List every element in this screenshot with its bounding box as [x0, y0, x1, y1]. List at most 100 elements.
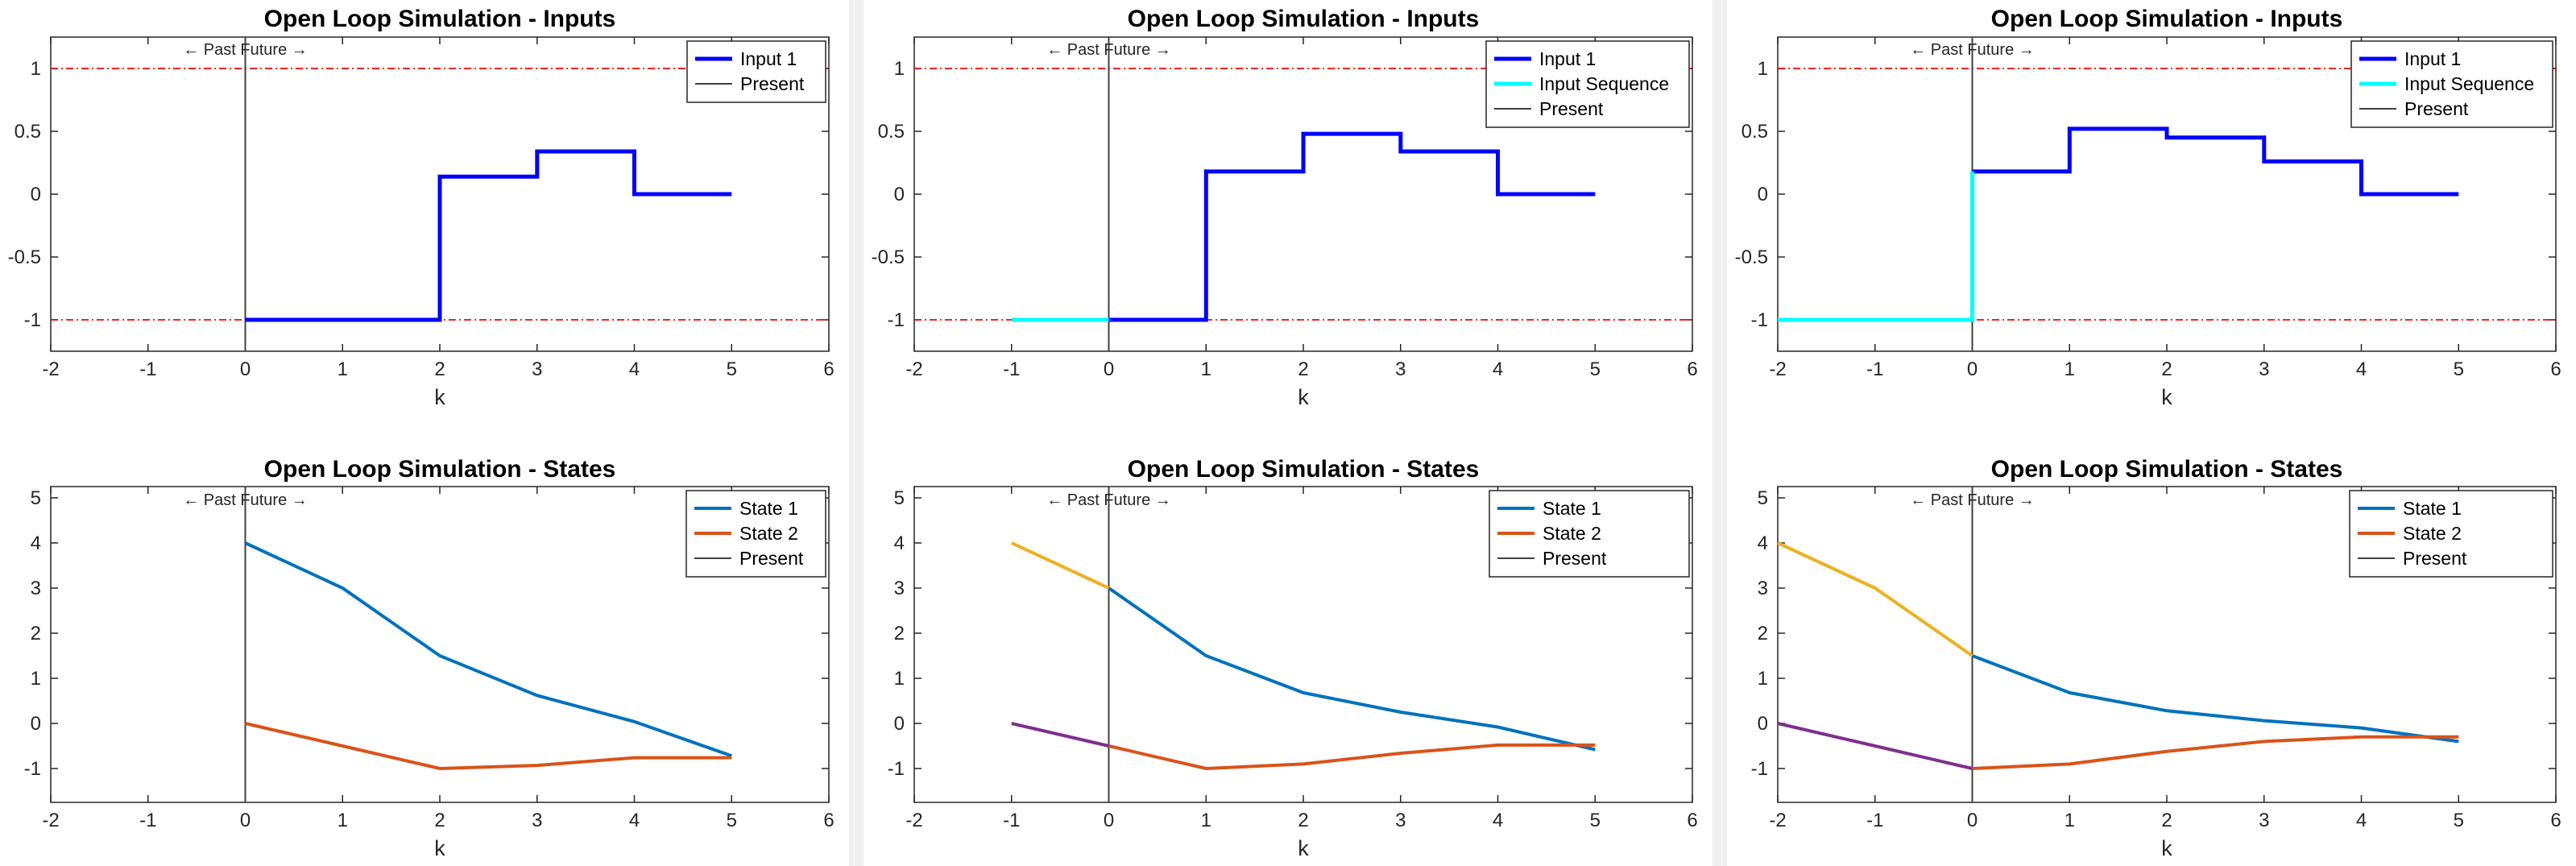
y-tick-label: 1 — [1758, 58, 1768, 80]
x-tick-label: 0 — [1967, 358, 1978, 380]
x-tick-label: 0 — [240, 810, 251, 831]
legend-label: Input 1 — [740, 48, 797, 69]
series-line — [1108, 131, 1596, 322]
series-line — [1971, 654, 2459, 744]
past-future-annotation: ← Past Future → — [1910, 41, 2035, 59]
legend-box — [686, 40, 826, 103]
y-tick-label: 0 — [894, 713, 905, 735]
legend-label: State 1 — [739, 498, 798, 519]
y-tick-label: 4 — [31, 532, 41, 554]
x-tick-label: 2 — [2161, 810, 2172, 831]
x-tick-label: -2 — [42, 810, 59, 831]
y-tick-label: 0 — [1758, 713, 1768, 735]
y-tick-label: 0 — [31, 713, 41, 735]
y-tick-label: 0.5 — [878, 121, 905, 143]
y-tick-label: -1 — [1751, 758, 1768, 780]
legend-label: Input 1 — [2404, 48, 2461, 69]
past-future-annotation: ← Past Future → — [1910, 491, 2035, 509]
past-future-annotation: ← Past Future → — [183, 491, 308, 509]
x-tick-label: 1 — [1201, 358, 1211, 380]
legend-label: State 2 — [739, 523, 798, 544]
series-line — [245, 722, 732, 771]
y-tick-label: -0.5 — [1735, 247, 1768, 268]
y-tick-label: 5 — [31, 487, 41, 509]
legend-label: Input Sequence — [2404, 73, 2534, 94]
series-line — [1972, 735, 2459, 770]
y-tick-label: -0.5 — [872, 247, 905, 268]
y-tick-label: 1 — [894, 668, 905, 690]
y-tick-label: 1 — [31, 58, 41, 80]
x-tick-label: -1 — [139, 810, 156, 831]
chart-title: Open Loop Simulation - States — [1991, 456, 2343, 483]
chart-title: Open Loop Simulation - Inputs — [1128, 6, 1480, 32]
x-tick-label: 2 — [1298, 358, 1308, 380]
x-tick-label: 6 — [823, 358, 834, 380]
x-tick-label: -2 — [1769, 810, 1786, 831]
y-tick-label: -1 — [1751, 309, 1768, 331]
y-tick-label: 5 — [894, 487, 905, 509]
y-tick-label: -1 — [24, 758, 41, 780]
legend-label: Input Sequence — [1539, 73, 1669, 94]
x-tick-label: 3 — [1395, 358, 1406, 380]
y-tick-label: 5 — [1758, 487, 1768, 509]
legend-label: Present — [740, 73, 805, 94]
y-tick-label: -1 — [24, 309, 41, 331]
past-future-annotation: ← Past Future → — [1046, 41, 1171, 59]
series-line — [1108, 586, 1596, 752]
y-tick-label: 2 — [31, 623, 41, 644]
y-tick-label: 1 — [1758, 668, 1768, 690]
y-tick-label: 4 — [1758, 532, 1768, 554]
x-tick-label: -1 — [1003, 810, 1020, 831]
past-future-annotation: ← Past Future → — [1046, 491, 1171, 509]
y-tick-label: 4 — [894, 532, 905, 554]
chart-title: Open Loop Simulation - Inputs — [264, 6, 616, 32]
chart-6: Open Loop Simulation - States -2 -1 0 1 2 3 4 5 6… — [1751, 456, 2562, 860]
x-tick-label: 4 — [1493, 358, 1503, 380]
x-axis-label: k — [434, 385, 445, 409]
x-tick-label: 3 — [2259, 810, 2269, 831]
legend-label: Present — [2403, 548, 2467, 569]
x-tick-label: -1 — [1866, 358, 1883, 380]
chart-4: Open Loop Simulation - States -2 -1 0 1 2 3 4 5 6… — [24, 456, 835, 860]
series-line — [1777, 541, 1973, 657]
x-tick-label: 3 — [532, 358, 542, 380]
x-tick-label: 1 — [2065, 358, 2075, 380]
x-tick-label: 6 — [2550, 358, 2561, 380]
y-tick-label: 2 — [894, 623, 905, 644]
series-line — [1777, 722, 1973, 770]
legend-label: Present — [1543, 548, 1607, 569]
x-tick-label: 5 — [727, 810, 737, 831]
chart-2: Open Loop Simulation - Inputs -2 -1 0 1 2 3 4 5 6… — [872, 6, 1698, 409]
x-tick-label: 4 — [629, 358, 640, 380]
y-tick-label: -1 — [888, 309, 905, 331]
y-tick-label: 0 — [1758, 184, 1768, 205]
y-tick-label: 3 — [894, 578, 905, 599]
x-tick-label: -2 — [905, 810, 922, 831]
y-tick-label: 0.5 — [1741, 121, 1768, 143]
x-tick-label: -1 — [1003, 358, 1020, 380]
series-line — [244, 541, 732, 758]
legend-label: Input 1 — [1539, 48, 1596, 69]
y-tick-label: 0 — [894, 184, 905, 205]
series-line — [1108, 743, 1596, 771]
x-tick-label: 1 — [1201, 810, 1211, 831]
legend-label: Present — [2404, 98, 2469, 119]
legend-label: State 1 — [1543, 498, 1601, 519]
legend-label: State 2 — [1543, 523, 1601, 544]
x-tick-label: 1 — [338, 810, 348, 831]
y-tick-label: -0.5 — [8, 247, 41, 268]
x-tick-label: 6 — [1687, 358, 1697, 380]
x-axis-label: k — [2161, 385, 2172, 409]
x-tick-label: 6 — [1687, 810, 1697, 831]
legend-label: State 2 — [2403, 523, 2462, 544]
y-tick-label: 2 — [1758, 623, 1768, 644]
x-tick-label: 2 — [434, 810, 445, 831]
series-line — [1010, 541, 1110, 590]
x-tick-label: 1 — [2065, 810, 2075, 831]
x-tick-label: -2 — [1769, 358, 1786, 380]
x-tick-label: 4 — [2356, 358, 2367, 380]
x-tick-label: 1 — [338, 358, 348, 380]
x-tick-label: -1 — [1866, 810, 1883, 831]
x-tick-label: 5 — [1590, 358, 1601, 380]
